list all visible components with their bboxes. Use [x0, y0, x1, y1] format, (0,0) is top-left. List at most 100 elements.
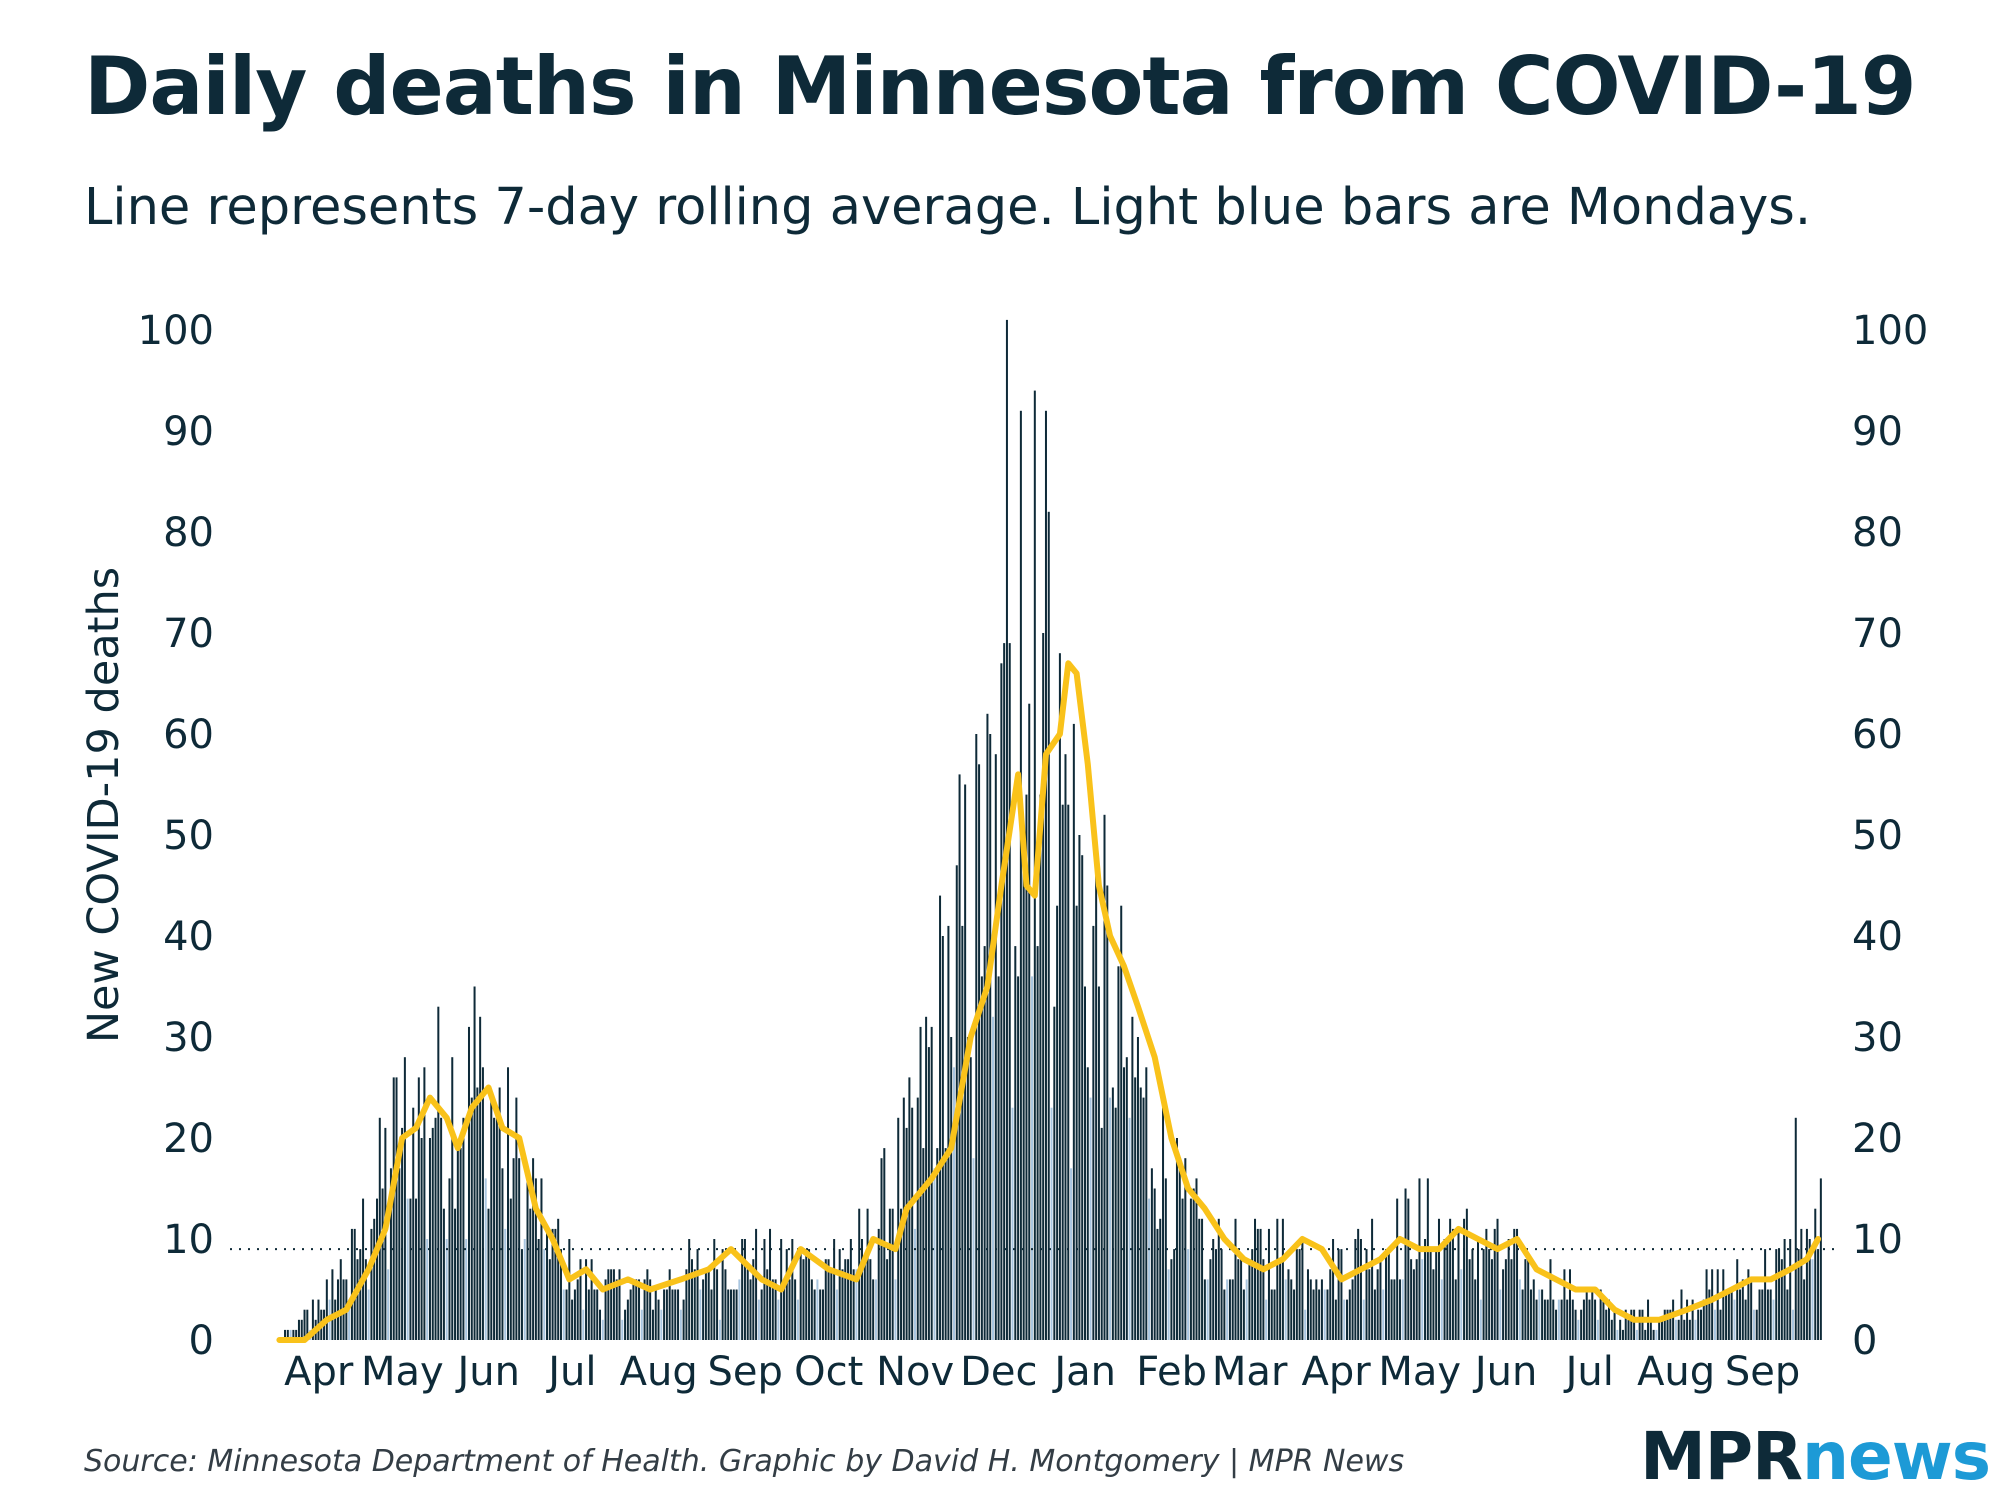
daily-bar: [540, 1178, 543, 1340]
daily-bar: [462, 1117, 465, 1340]
daily-bar: [830, 1269, 833, 1340]
daily-bar: [1432, 1269, 1435, 1340]
y-tick-label: 50: [163, 813, 214, 859]
x-tick-label: Oct: [794, 1349, 863, 1395]
daily-bar: [1702, 1299, 1705, 1340]
y-tick-label: 30: [1852, 1015, 1903, 1061]
daily-bar: [693, 1269, 696, 1340]
monday-bar: [1070, 1168, 1073, 1340]
daily-bar: [1039, 794, 1042, 1340]
daily-bar: [1290, 1279, 1293, 1340]
daily-bar: [576, 1279, 579, 1340]
daily-bar: [1136, 1037, 1139, 1340]
daily-bar: [716, 1269, 719, 1340]
daily-bar: [741, 1239, 744, 1340]
daily-bar: [1159, 1218, 1162, 1340]
daily-bar: [1404, 1188, 1407, 1340]
daily-bar: [1201, 1218, 1204, 1340]
daily-bar: [1061, 804, 1064, 1340]
daily-bar: [1173, 1249, 1176, 1340]
daily-bar: [1142, 1097, 1145, 1340]
daily-bar: [1699, 1309, 1702, 1340]
daily-bar: [1805, 1228, 1808, 1340]
daily-bar: [1465, 1208, 1468, 1340]
daily-bar: [1410, 1259, 1413, 1340]
daily-bar: [1181, 1198, 1184, 1340]
daily-bar: [1686, 1299, 1689, 1340]
daily-bar: [295, 1329, 298, 1340]
daily-bar: [1688, 1319, 1691, 1340]
daily-bar: [891, 1208, 894, 1340]
daily-bar: [1725, 1289, 1728, 1340]
daily-bar: [1585, 1289, 1588, 1340]
daily-bar: [1716, 1269, 1719, 1340]
daily-bar: [1390, 1279, 1393, 1340]
daily-bar: [1669, 1309, 1672, 1340]
daily-bar: [350, 1228, 353, 1340]
daily-bar: [409, 1198, 412, 1340]
monday-bar: [484, 1178, 487, 1340]
daily-bar: [1393, 1279, 1396, 1340]
daily-bar: [359, 1249, 362, 1340]
daily-bar: [501, 1168, 504, 1340]
daily-bar: [551, 1228, 554, 1340]
monday-bar: [1577, 1319, 1580, 1340]
daily-bar: [1214, 1249, 1217, 1340]
daily-bar: [1633, 1309, 1636, 1340]
daily-bar: [1398, 1279, 1401, 1340]
monday-bar: [367, 1289, 370, 1340]
daily-bar: [1627, 1319, 1630, 1340]
daily-bar: [1340, 1249, 1343, 1340]
daily-bar: [1477, 1239, 1480, 1340]
daily-bar: [916, 1097, 919, 1340]
daily-bar: [571, 1299, 574, 1340]
monday-bar: [679, 1309, 682, 1340]
daily-bar: [546, 1228, 549, 1340]
daily-bar: [900, 1208, 903, 1340]
monday-bar: [1011, 1107, 1014, 1340]
daily-bar: [1493, 1228, 1496, 1340]
daily-bar: [1056, 905, 1059, 1340]
daily-bar: [819, 1289, 822, 1340]
daily-bar: [1192, 1188, 1195, 1340]
y-tick-label: 0: [1852, 1318, 1877, 1364]
y-tick-label: 20: [1852, 1116, 1903, 1162]
daily-bar: [1189, 1198, 1192, 1340]
daily-bar: [607, 1269, 610, 1340]
daily-bar: [1800, 1228, 1803, 1340]
daily-bar: [1242, 1289, 1245, 1340]
daily-bar: [1437, 1218, 1440, 1340]
y-axis-left: 0 10 20 30 40 50 60 70 80 90 100: [138, 308, 214, 1364]
daily-bar: [512, 1158, 515, 1340]
daily-bar: [760, 1289, 763, 1340]
daily-bar: [677, 1289, 680, 1340]
daily-bar: [1223, 1289, 1226, 1340]
daily-bar: [378, 1117, 381, 1340]
y-tick-label: 90: [163, 409, 214, 455]
daily-bar: [1234, 1218, 1237, 1340]
daily-bar: [1608, 1299, 1611, 1340]
daily-bar: [755, 1228, 758, 1340]
monday-bar: [1284, 1279, 1287, 1340]
daily-bar: [1387, 1249, 1390, 1340]
daily-bar: [958, 774, 961, 1340]
daily-bar: [1529, 1289, 1532, 1340]
daily-bar: [1660, 1319, 1663, 1340]
daily-bar: [1761, 1289, 1764, 1340]
daily-bar: [1276, 1218, 1279, 1340]
y-axis-label: New COVID-19 deaths: [79, 567, 129, 1043]
daily-bar: [331, 1269, 334, 1340]
monday-bar: [640, 1309, 643, 1340]
daily-bar: [1028, 703, 1031, 1340]
daily-bar: [362, 1198, 365, 1340]
daily-bar: [1571, 1299, 1574, 1340]
daily-bar: [1471, 1249, 1474, 1340]
x-tick-label: Jan: [1051, 1349, 1116, 1395]
x-tick-label: May: [1378, 1349, 1461, 1395]
daily-bar: [1719, 1309, 1722, 1340]
daily-bar: [1552, 1299, 1555, 1340]
daily-bar: [1267, 1228, 1270, 1340]
daily-bar: [1312, 1289, 1315, 1340]
daily-bar: [1535, 1299, 1538, 1340]
daily-bar: [833, 1239, 836, 1340]
